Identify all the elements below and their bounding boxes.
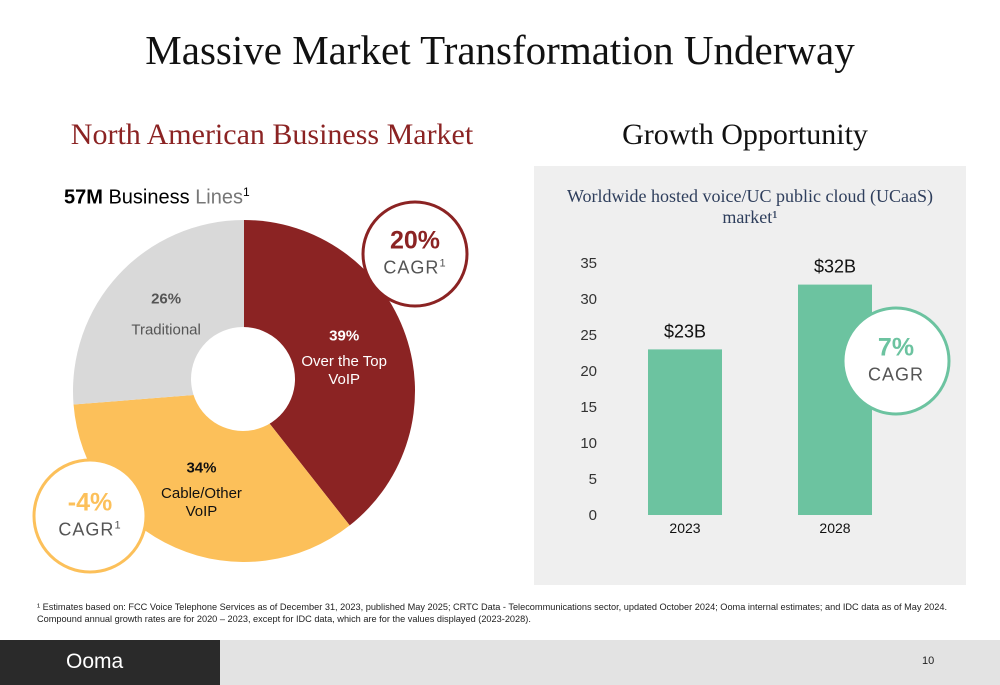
- cagr-label-text: CAGR: [383, 257, 440, 278]
- y-tick-label: 35: [580, 255, 597, 272]
- page-number: 10: [922, 655, 935, 667]
- cagr-note: 1: [114, 519, 122, 532]
- y-tick-label: 20: [580, 363, 597, 380]
- x-tick-label: 2023: [669, 520, 700, 536]
- pie-title: 57M Business Lines1: [64, 185, 250, 210]
- y-tick-label: 0: [589, 507, 597, 524]
- slide-title: Massive Market Transformation Underway: [145, 27, 855, 73]
- cagr-circle: [841, 306, 951, 416]
- footer-logo-bar: [0, 640, 220, 685]
- slice-value-label: 26%: [151, 290, 182, 308]
- bar-title: Worldwide hosted voice/UC public cloud (…: [567, 186, 933, 227]
- bar-value-label: $23B: [664, 321, 706, 341]
- slice-label: Traditional: [131, 321, 201, 339]
- bar: [648, 349, 722, 515]
- footnote: ¹ Estimates based on: FCC Voice Telephon…: [37, 602, 948, 624]
- cagr-label-text: CAGR: [867, 364, 925, 385]
- pie-title-note: 1: [243, 185, 250, 199]
- bar-value-label: $32B: [814, 257, 856, 277]
- pie-title-word: Lines: [195, 186, 243, 209]
- slice-label: Cable/Other VoIP: [161, 485, 242, 521]
- cagr-value: -4%: [67, 488, 113, 517]
- slice-label: Over the Top VoIP: [301, 353, 387, 389]
- cagr-label: CAGR1: [58, 520, 121, 541]
- slice-value-label: 39%: [329, 327, 360, 345]
- pie-title-number: 57M: [64, 186, 103, 209]
- y-tick-label: 25: [580, 327, 597, 344]
- cagr-value: 7%: [877, 333, 915, 362]
- y-tick-label: 30: [580, 291, 597, 308]
- x-tick-label: 2028: [819, 520, 850, 536]
- cagr-value: 20%: [389, 226, 441, 255]
- cagr-label-text: CAGR: [58, 519, 115, 540]
- y-tick-label: 15: [580, 399, 597, 416]
- pie-title-word: Business: [108, 186, 190, 209]
- cagr-label: CAGR1: [383, 258, 446, 279]
- cagr-circle: [361, 200, 469, 308]
- cagr-label: CAGR: [868, 365, 924, 386]
- cagr-circle: [32, 458, 148, 574]
- right-heading: Growth Opportunity: [622, 118, 868, 151]
- footer-logo: Ooma: [66, 650, 124, 673]
- left-heading: North American Business Market: [70, 118, 474, 151]
- donut-hole: [191, 327, 295, 431]
- slice-value-label: 34%: [186, 459, 217, 477]
- y-tick-label: 5: [589, 471, 597, 488]
- pie-slice: [244, 220, 416, 526]
- y-tick-label: 10: [580, 435, 597, 452]
- cagr-note: 1: [439, 257, 447, 270]
